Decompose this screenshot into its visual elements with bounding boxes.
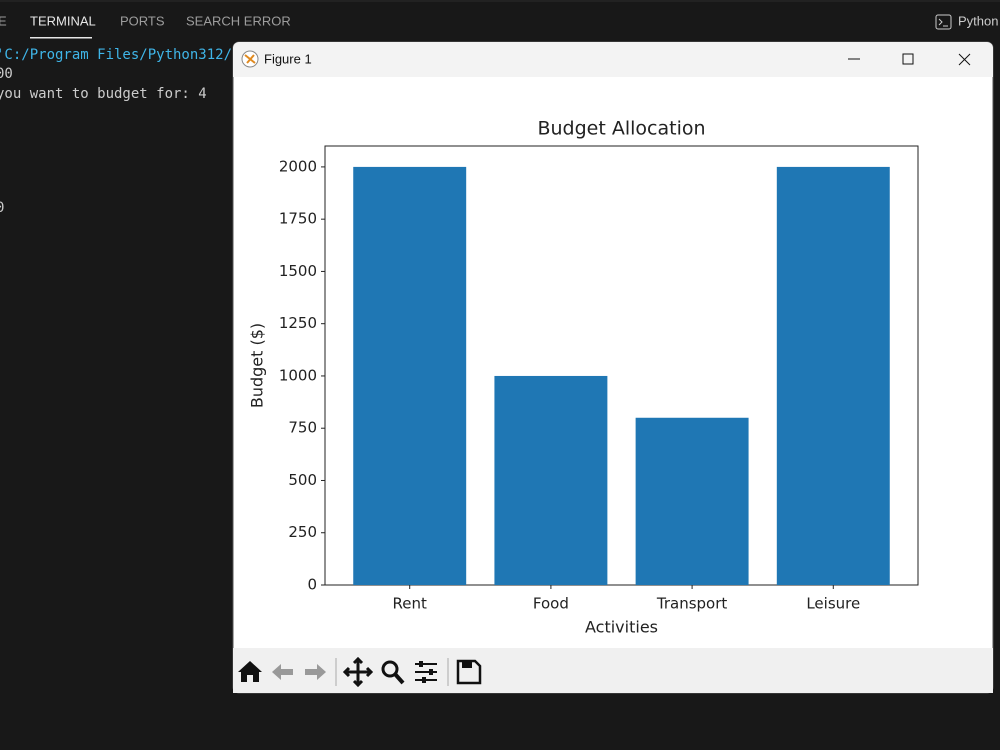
y-tick-label: 1750 — [279, 210, 317, 228]
zoom-button[interactable] — [381, 660, 399, 678]
window-title: Figure 1 — [264, 51, 312, 66]
bar — [776, 166, 890, 585]
app-icon-glyph — [244, 54, 256, 64]
terminal-profile[interactable]: Python — [958, 13, 998, 28]
title-bar — [233, 42, 993, 77]
x-tick-label: Rent — [393, 595, 427, 613]
back-button[interactable] — [272, 664, 293, 680]
zoom-button-handle — [393, 672, 405, 685]
tab[interactable]: E — [0, 13, 7, 28]
plot: 0 250 500 750 1000 1250 1500 1750 2000 Rent Food Tr… — [279, 157, 890, 613]
y-tick-label: 0 — [307, 576, 317, 594]
tab[interactable]: PORTS — [120, 13, 165, 28]
y-tick-label: 750 — [288, 419, 317, 437]
x-axis-label: Activities — [585, 618, 658, 637]
forward-button[interactable] — [305, 664, 326, 680]
x-tick-label: Transport — [656, 595, 728, 613]
y-tick-label: 1000 — [279, 366, 317, 384]
x-tick-label: Leisure — [806, 595, 860, 613]
pan-button[interactable] — [342, 656, 374, 688]
terminal-icon-glyph — [938, 18, 948, 27]
terminal-line: 'C:/Program Files/Python312/ — [0, 47, 232, 63]
chart-title: Budget Allocation — [537, 118, 705, 140]
terminal-line: you want to budget for: 4 — [0, 86, 207, 102]
bar — [494, 375, 608, 585]
y-tick-label: 250 — [288, 523, 317, 541]
home-button[interactable] — [238, 661, 262, 682]
y-tick-label: 500 — [288, 471, 317, 489]
bar — [635, 417, 749, 585]
configure-button-knobs — [419, 661, 433, 683]
y-tick-label: 1250 — [279, 314, 317, 332]
bar — [353, 166, 467, 585]
terminal-line: 0 — [0, 200, 4, 216]
terminal-icon — [935, 14, 952, 30]
tab-active[interactable]: TERMINAL — [30, 13, 96, 28]
close-button[interactable] — [958, 53, 971, 66]
terminal-line: 00 — [0, 66, 13, 82]
tab-underline — [30, 37, 92, 39]
tab[interactable]: SEARCH ERROR — [186, 13, 291, 28]
save-button[interactable] — [456, 659, 482, 685]
y-tick-label: 1500 — [279, 262, 317, 280]
save-button-detail — [462, 661, 472, 668]
y-axis-label: Budget ($) — [248, 323, 267, 408]
y-tick-label: 2000 — [279, 157, 317, 175]
axes-frame — [324, 145, 919, 586]
x-tick-label: Food — [533, 595, 569, 613]
maximize-button[interactable] — [902, 53, 914, 65]
